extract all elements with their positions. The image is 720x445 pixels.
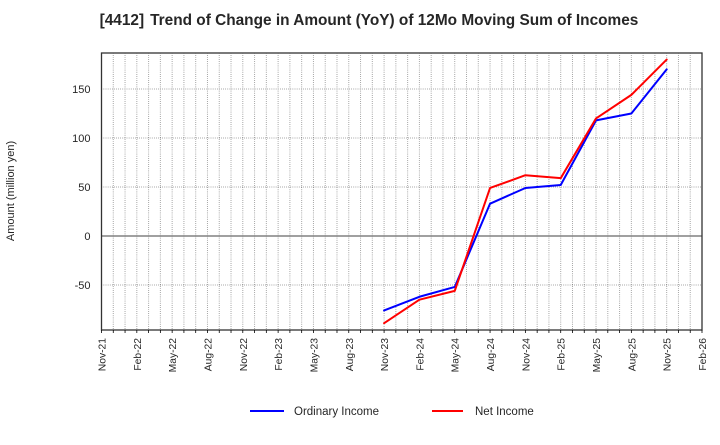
svg-text:Nov-23: Nov-23 <box>380 338 391 371</box>
svg-text:Feb-23: Feb-23 <box>274 338 285 371</box>
svg-text:150: 150 <box>72 84 90 96</box>
svg-text:Feb-25: Feb-25 <box>557 338 568 371</box>
svg-text:Aug-23: Aug-23 <box>345 338 356 371</box>
svg-text:Aug-22: Aug-22 <box>203 338 214 371</box>
svg-text:Nov-22: Nov-22 <box>239 338 250 371</box>
svg-text:0: 0 <box>84 231 90 243</box>
svg-text:May-24: May-24 <box>451 338 462 373</box>
svg-text:Feb-26: Feb-26 <box>698 338 709 371</box>
svg-text:50: 50 <box>78 182 90 194</box>
svg-text:Feb-24: Feb-24 <box>415 338 426 371</box>
svg-text:May-22: May-22 <box>168 338 179 373</box>
svg-text:-50: -50 <box>75 280 91 292</box>
svg-text:[4412]Trend of Change in Amoun: [4412] Trend of Change in Amount (YoY) of… <box>100 12 639 29</box>
svg-text:Nov-24: Nov-24 <box>521 338 532 371</box>
svg-text:Nov-21: Nov-21 <box>98 338 109 371</box>
svg-text:May-23: May-23 <box>309 338 320 373</box>
svg-text:Aug-25: Aug-25 <box>627 338 638 371</box>
svg-text:Ordinary Income: Ordinary Income <box>294 406 379 418</box>
svg-text:100: 100 <box>72 133 90 145</box>
svg-text:Net Income: Net Income <box>475 406 534 418</box>
svg-text:Nov-25: Nov-25 <box>663 338 674 371</box>
svg-text:Amount (million yen): Amount (million yen) <box>5 141 17 241</box>
svg-text:Aug-24: Aug-24 <box>486 338 497 371</box>
svg-text:May-25: May-25 <box>592 338 603 373</box>
svg-text:Feb-22: Feb-22 <box>133 338 144 371</box>
